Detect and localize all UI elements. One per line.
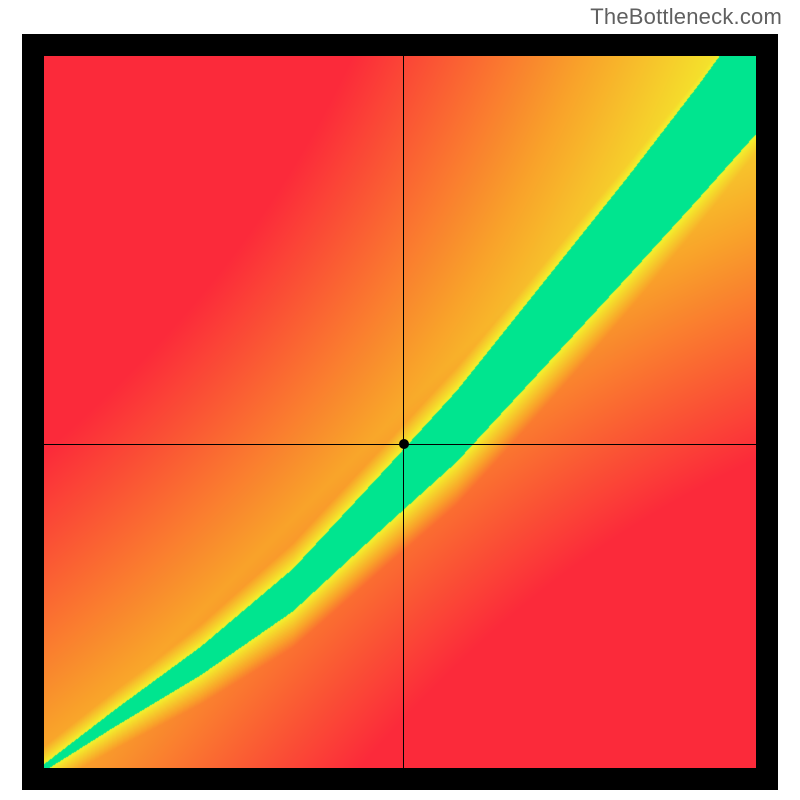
crosshair-vertical bbox=[403, 56, 404, 768]
watermark-text: TheBottleneck.com bbox=[590, 4, 782, 30]
heatmap-canvas bbox=[44, 56, 756, 768]
crosshair-marker bbox=[399, 439, 409, 449]
chart-container: TheBottleneck.com bbox=[0, 0, 800, 800]
